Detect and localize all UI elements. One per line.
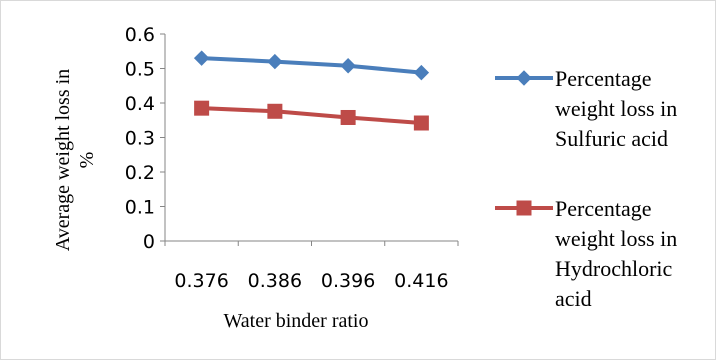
series-line <box>201 56 422 75</box>
series-layer <box>193 50 430 131</box>
legend-label: acid <box>555 286 592 311</box>
data-point <box>194 100 210 116</box>
legend-marker <box>516 200 532 216</box>
series-sulfuric-acid <box>193 50 430 81</box>
legend-label: weight loss in <box>555 226 677 251</box>
series-line <box>201 106 422 126</box>
legend-item-sulfuric-acid: Percentage weight loss in Sulfuric acid <box>495 66 677 151</box>
data-point <box>413 64 430 81</box>
legend-label: weight loss in <box>555 96 677 121</box>
legend-item-hydrochloric-acid: Percentage weight loss in Hydrochloric acid <box>495 196 677 311</box>
legend-marker <box>516 70 532 86</box>
data-point <box>193 50 210 66</box>
legend-label: Percentage <box>555 66 652 91</box>
data-point <box>267 103 283 119</box>
data-point <box>413 115 429 131</box>
y-tick-label: 0.5 <box>125 59 155 81</box>
y-tick-label: 0.6 <box>125 24 155 46</box>
legend-label: Hydrochloric <box>555 256 673 281</box>
x-tick-label: 0.416 <box>394 270 448 292</box>
x-tick-label: 0.386 <box>248 270 302 292</box>
legend-label: Sulfuric acid <box>555 126 668 151</box>
data-point <box>340 109 356 125</box>
axes: 0 0.1 0.2 0.3 0.4 0.5 0.6 0.376 0.386 0.396 0.416 <box>125 24 459 292</box>
y-tick-label: 0.3 <box>125 128 155 150</box>
y-tick-label: 0 <box>143 231 155 253</box>
x-axis-title: Water binder ratio <box>224 310 369 332</box>
y-tick-label: 0.2 <box>125 162 155 184</box>
y-axis-title-line-2: % <box>76 152 98 169</box>
y-axis-title: Average weight loss in % <box>52 69 98 251</box>
series-hydrochloric-acid <box>194 100 429 131</box>
x-tick-label: 0.396 <box>321 270 375 292</box>
x-tick-label: 0.376 <box>174 270 228 292</box>
y-axis-title-line-1: Average weight loss in <box>52 69 74 251</box>
legend-label: Percentage <box>555 196 652 221</box>
data-point <box>267 53 283 70</box>
y-tick-label: 0.4 <box>125 93 155 115</box>
data-point <box>340 58 356 74</box>
y-tick-label: 0.1 <box>125 197 155 219</box>
